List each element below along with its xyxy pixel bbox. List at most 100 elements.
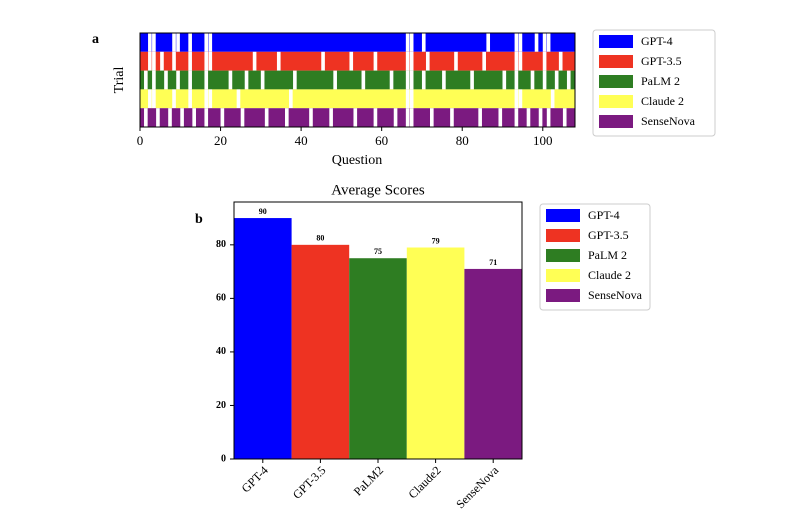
bar xyxy=(464,268,522,459)
incorrect-cell xyxy=(450,108,454,127)
x-tick-label: 20 xyxy=(214,133,227,148)
x-tick-label: 40 xyxy=(295,133,308,148)
band xyxy=(140,33,575,52)
chart-title: Average Scores xyxy=(331,182,425,198)
incorrect-cell xyxy=(148,33,152,52)
incorrect-cell xyxy=(152,51,156,71)
incorrect-cell xyxy=(144,70,148,90)
x-tick-label: Claude2 xyxy=(405,463,443,501)
incorrect-cell xyxy=(276,51,281,71)
incorrect-cell xyxy=(518,89,523,109)
incorrect-cell xyxy=(172,51,176,71)
incorrect-cell xyxy=(409,33,414,52)
incorrect-cell xyxy=(188,51,192,71)
incorrect-cell xyxy=(309,108,313,127)
incorrect-cell xyxy=(409,51,414,71)
incorrect-cell xyxy=(470,70,474,90)
incorrect-cell xyxy=(514,108,519,127)
incorrect-cell xyxy=(393,108,398,127)
incorrect-cell xyxy=(329,108,333,127)
incorrect-cell xyxy=(144,108,148,127)
incorrect-cell xyxy=(361,70,366,90)
incorrect-cell xyxy=(321,51,325,71)
incorrect-cell xyxy=(373,108,378,127)
incorrect-cell xyxy=(562,108,567,127)
x-tick-label: GPT-3.5 xyxy=(290,463,329,502)
incorrect-cell xyxy=(353,108,358,127)
legend-label: GPT-4 xyxy=(588,208,620,222)
incorrect-cell xyxy=(514,51,519,71)
x-tick-label: SenseNova xyxy=(453,463,502,512)
bar xyxy=(291,244,350,459)
incorrect-cell xyxy=(160,51,164,71)
x-tick-label: 80 xyxy=(456,133,469,148)
value-label: 79 xyxy=(432,236,440,245)
legend-swatch xyxy=(546,289,580,302)
incorrect-cell xyxy=(148,51,152,71)
incorrect-cell xyxy=(425,51,430,71)
incorrect-cell xyxy=(518,51,523,71)
incorrect-cell xyxy=(526,108,531,127)
incorrect-cell xyxy=(152,33,156,52)
legend-label: Claude 2 xyxy=(588,268,631,282)
incorrect-cell xyxy=(546,108,551,127)
y-axis-label: Trial xyxy=(112,67,127,94)
legend-swatch xyxy=(599,55,633,68)
incorrect-cell xyxy=(172,33,176,52)
value-label: 90 xyxy=(259,207,267,216)
incorrect-cell xyxy=(389,70,394,90)
incorrect-cell xyxy=(188,70,192,90)
incorrect-cell xyxy=(442,70,446,90)
incorrect-cell xyxy=(542,33,547,52)
incorrect-cell xyxy=(454,51,458,71)
y-tick-label: 40 xyxy=(216,346,226,357)
incorrect-cell xyxy=(204,108,209,127)
incorrect-cell xyxy=(204,51,209,71)
band xyxy=(140,89,575,109)
incorrect-cell xyxy=(409,108,414,127)
incorrect-cell xyxy=(168,108,172,127)
band xyxy=(140,108,575,127)
incorrect-cell xyxy=(566,70,571,90)
legend-label: GPT-3.5 xyxy=(641,54,682,68)
incorrect-cell xyxy=(405,89,410,109)
incorrect-cell xyxy=(534,33,539,52)
panel-label: a xyxy=(92,32,99,47)
legend-swatch xyxy=(599,115,633,128)
incorrect-cell xyxy=(264,108,269,127)
value-label: 75 xyxy=(374,247,382,256)
incorrect-cell xyxy=(405,108,410,127)
incorrect-cell xyxy=(421,33,426,52)
x-tick-label: 60 xyxy=(375,133,388,148)
incorrect-cell xyxy=(176,70,180,90)
incorrect-cell xyxy=(405,33,410,52)
y-tick-label: 20 xyxy=(216,400,226,411)
legend-swatch xyxy=(546,269,580,282)
incorrect-cell xyxy=(204,70,209,90)
incorrect-cell xyxy=(156,108,160,127)
incorrect-cell xyxy=(152,70,156,90)
y-tick-label: 0 xyxy=(221,453,226,464)
incorrect-cell xyxy=(514,70,519,90)
legend-label: GPT-3.5 xyxy=(588,228,629,242)
incorrect-cell xyxy=(514,89,519,109)
incorrect-cell xyxy=(538,108,543,127)
incorrect-cell xyxy=(188,89,192,109)
x-tick-label: GPT-4 xyxy=(239,463,271,495)
legend-swatch xyxy=(546,249,580,262)
incorrect-cell xyxy=(502,70,507,90)
incorrect-cell xyxy=(240,108,245,127)
incorrect-cell xyxy=(252,51,257,71)
incorrect-cell xyxy=(208,89,213,109)
incorrect-cell xyxy=(550,89,555,109)
legend-label: PaLM 2 xyxy=(641,74,680,88)
incorrect-cell xyxy=(373,51,378,71)
x-tick-label: 100 xyxy=(533,133,553,148)
x-tick-label: PaLM2 xyxy=(351,463,386,498)
legend-label: PaLM 2 xyxy=(588,248,627,262)
panel-label: b xyxy=(195,212,203,227)
incorrect-cell xyxy=(498,108,503,127)
incorrect-cell xyxy=(546,33,551,52)
incorrect-cell xyxy=(188,33,192,52)
